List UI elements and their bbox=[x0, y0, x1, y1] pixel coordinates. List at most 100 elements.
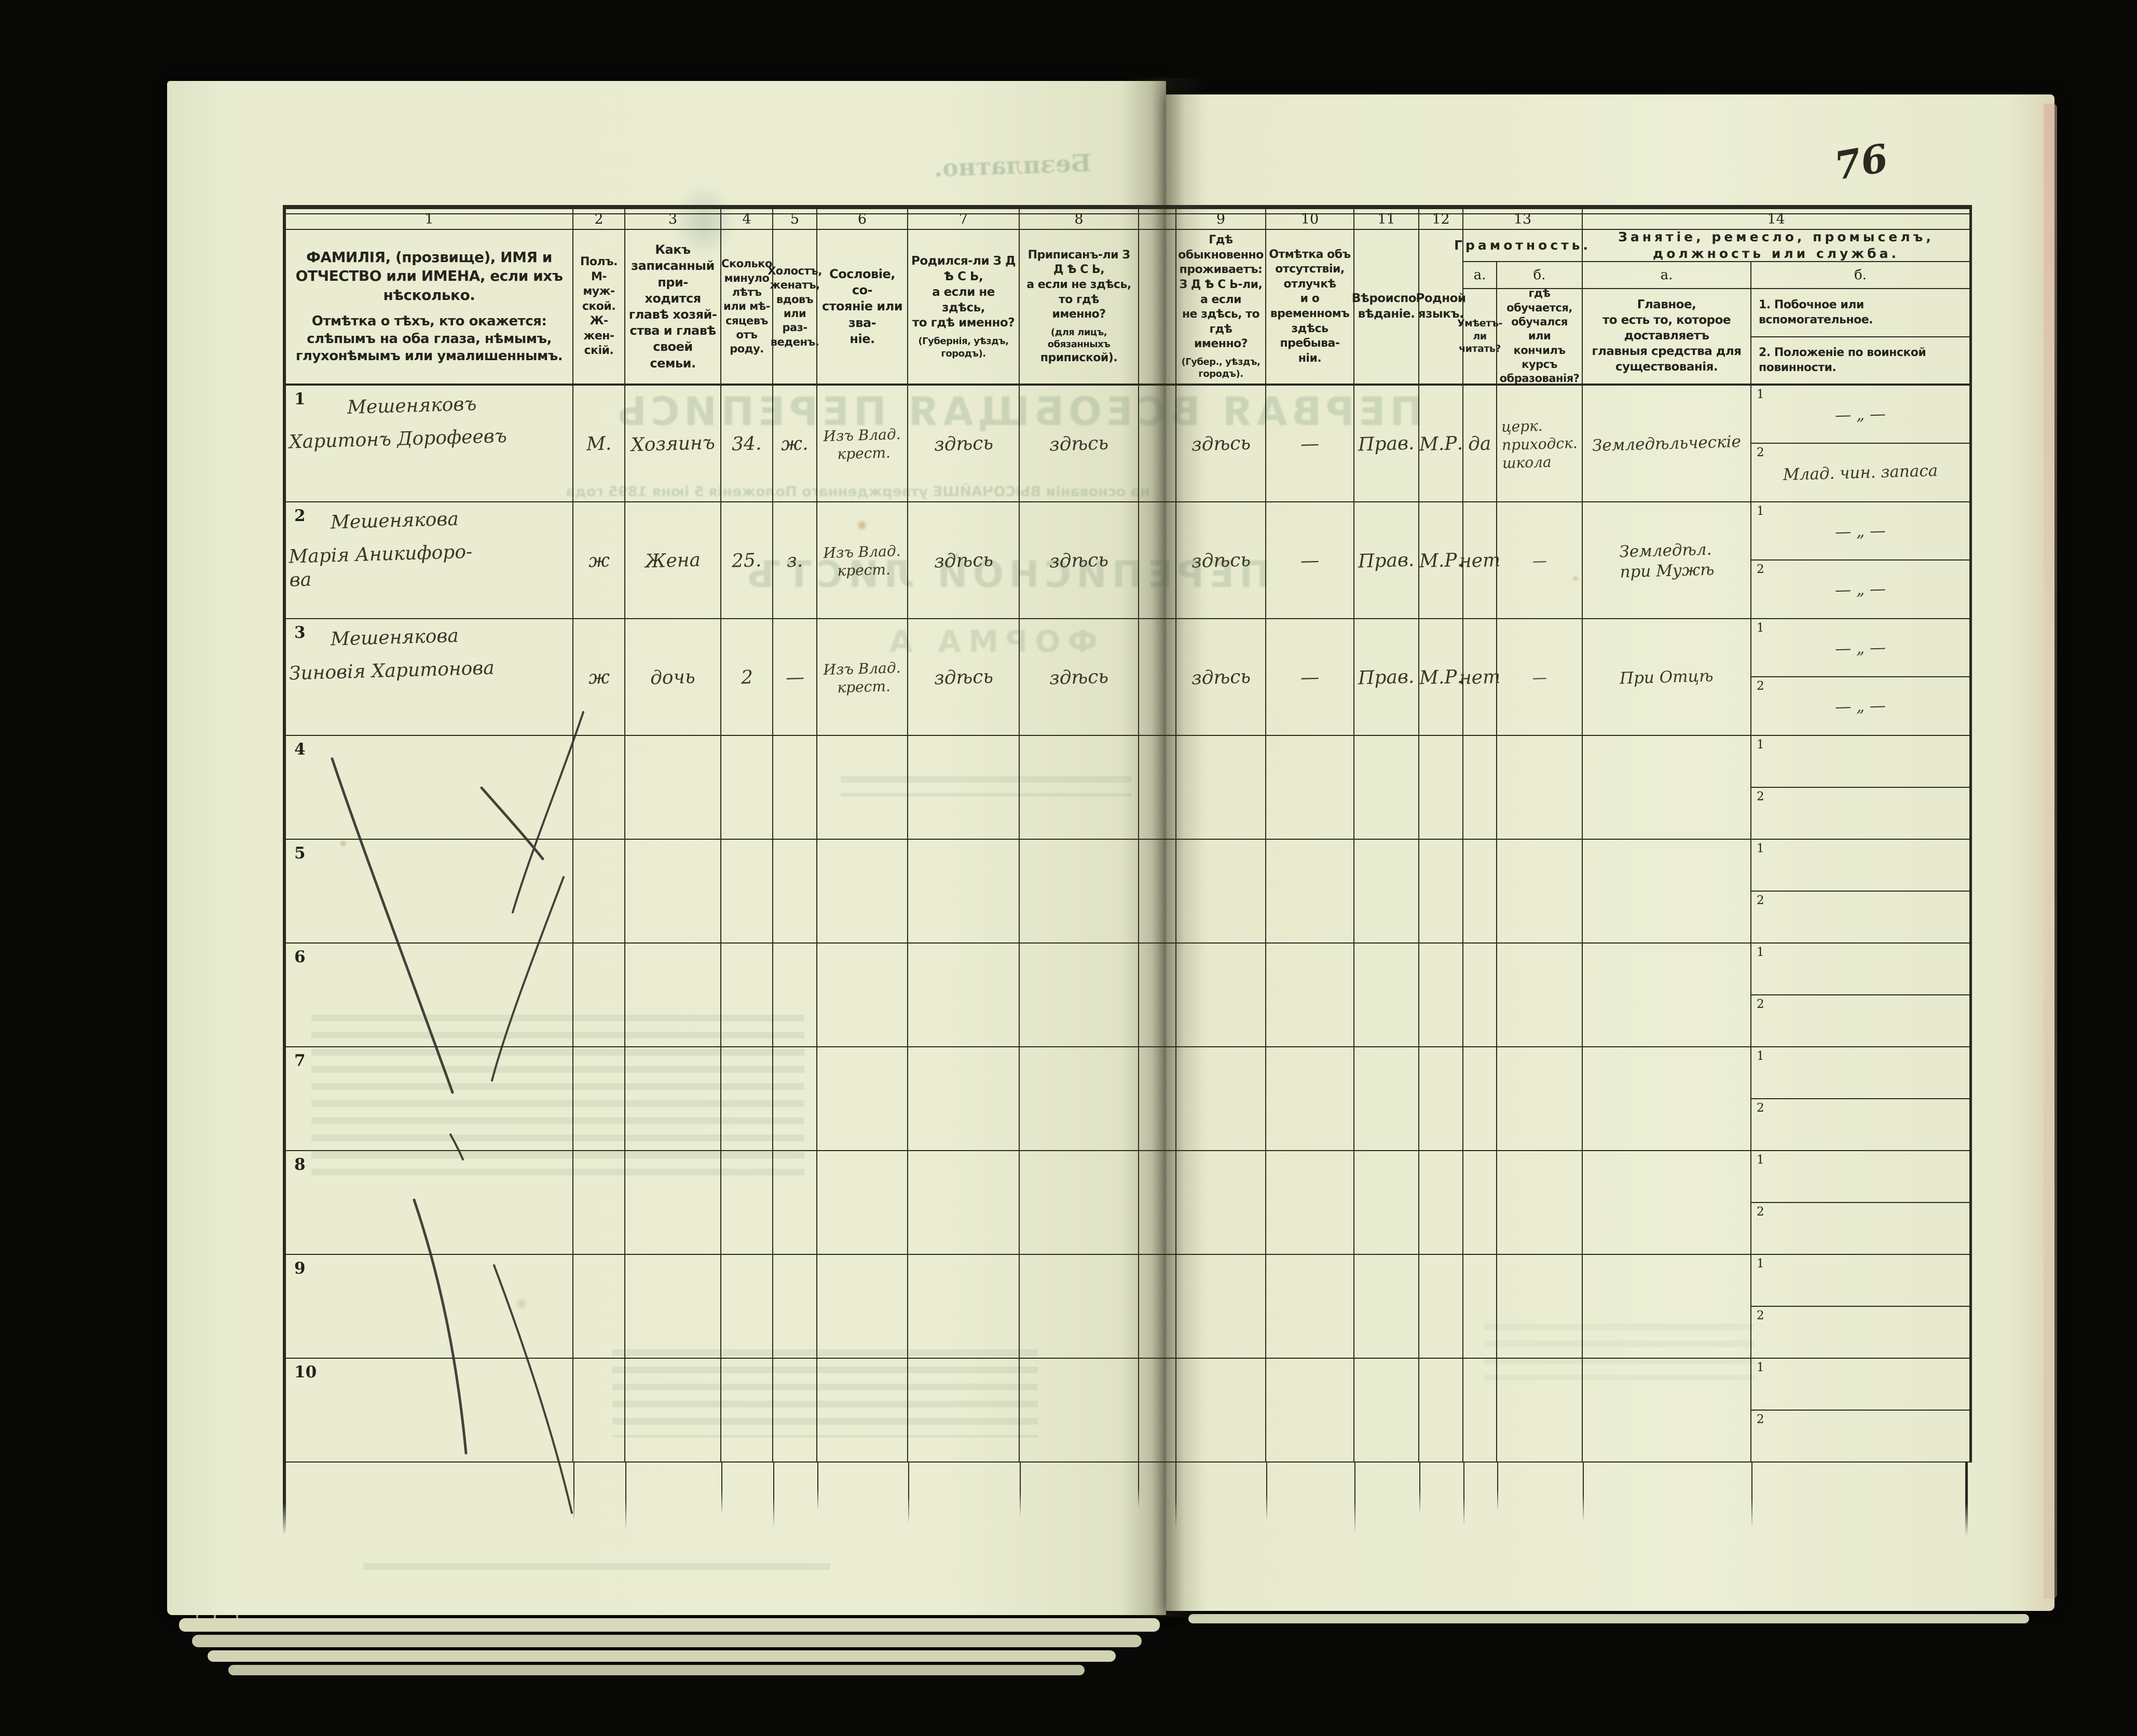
cell-sex bbox=[573, 1047, 625, 1151]
sub-cell-printed-number: 1 bbox=[1757, 842, 1764, 855]
occupation-sub-cell: 2 bbox=[1751, 1411, 1972, 1462]
sub-cell-printed-number: 1 bbox=[1757, 1361, 1764, 1374]
cell-born: здѣсь bbox=[908, 619, 1020, 736]
page-stack-bottom-edge bbox=[1188, 1614, 2029, 1623]
cell-registered bbox=[1020, 1151, 1139, 1255]
cell-literate: да bbox=[1463, 386, 1497, 502]
cell-marital bbox=[773, 1255, 817, 1359]
cell-resides bbox=[1175, 1047, 1266, 1151]
cell-language: М.Р. bbox=[1419, 502, 1463, 619]
sub-cell-printed-number: 2 bbox=[1757, 790, 1764, 803]
cell-literate bbox=[1463, 1047, 1497, 1151]
occupation-sub-cell: 2 Млад. чин. запаса bbox=[1751, 444, 1972, 502]
cell-literate bbox=[1463, 944, 1497, 1047]
sub-cell-printed-number: 1 bbox=[1757, 388, 1764, 401]
cell-marital bbox=[773, 736, 817, 840]
column-line-tail bbox=[573, 1462, 574, 1522]
cell-absence bbox=[1266, 736, 1354, 840]
cell-age bbox=[721, 1151, 773, 1255]
sub-cell-printed-number: 1 bbox=[1757, 946, 1764, 959]
cell-absence bbox=[1266, 1151, 1354, 1255]
occupation-sub-cell: 1— „ — bbox=[1751, 502, 1972, 561]
fold-gap-cell bbox=[1139, 205, 1175, 230]
cell-education bbox=[1497, 1047, 1583, 1151]
cell-religion bbox=[1354, 1151, 1419, 1255]
person-cell: 7 bbox=[283, 1047, 573, 1151]
cell-language bbox=[1419, 944, 1463, 1047]
cell-language bbox=[1419, 1047, 1463, 1151]
cell-absence bbox=[1266, 944, 1354, 1047]
group-title: Занятіе, ремесло, промыселъ, должность и… bbox=[1583, 229, 1972, 262]
row-number: 6 bbox=[294, 948, 306, 966]
cell-religion: Прав. bbox=[1354, 386, 1419, 502]
cell-literate: нет bbox=[1459, 619, 1501, 736]
column-header-c1-note: Отмѣтка о тѣхъ, кто окажется: слѣпымъ на… bbox=[295, 313, 563, 364]
folio-number: 76 bbox=[1831, 135, 1892, 189]
cell-age bbox=[721, 840, 773, 944]
cell-relation bbox=[625, 1047, 721, 1151]
occupation-sub-cell: 1 bbox=[1751, 944, 1972, 995]
cell-absence bbox=[1266, 840, 1354, 944]
column-line-tail bbox=[1965, 1462, 1968, 1536]
cell-estate bbox=[817, 1255, 908, 1359]
sub-cell-printed-number: 2 bbox=[1757, 446, 1764, 459]
column-header-c2: Полъ. М-муж-ской. Ж-жен-скій. bbox=[573, 230, 625, 386]
cell-sex bbox=[573, 1359, 625, 1462]
column-line-tail bbox=[1020, 1462, 1021, 1516]
column-header-c1-title: ФАМИЛІЯ, (прозвище), ИМЯ и ОТЧЕСТВО или … bbox=[295, 248, 563, 304]
occupation-sub-cell: 1— „ — bbox=[1751, 386, 1972, 444]
sub-cell-printed-number: 2 bbox=[1757, 563, 1764, 576]
cell-occupation bbox=[1583, 1151, 1751, 1255]
cell-literate bbox=[1463, 1255, 1497, 1359]
cell-estate bbox=[817, 944, 908, 1047]
row-number: 1 bbox=[294, 390, 306, 408]
cell-resides bbox=[1175, 736, 1266, 840]
occupation-sub-cell: 1 bbox=[1751, 1255, 1972, 1307]
column-header-c6: Сословіе, со-стояніе или зва-ніе. bbox=[817, 230, 908, 386]
column-header-c9: Гдѣ обыкновенно проживаетъ: З Д Ѣ С Ь-ли, … bbox=[1175, 230, 1266, 386]
cell-estate bbox=[817, 840, 908, 944]
cell-occupation bbox=[1583, 1359, 1751, 1462]
column-number: 4 bbox=[721, 205, 773, 230]
cell-registered bbox=[1020, 840, 1139, 944]
cell-occupation: Земледѣльческіе bbox=[1583, 386, 1751, 502]
column-line-tail bbox=[1419, 1462, 1420, 1513]
occupation-sub-cell: 2 bbox=[1751, 892, 1972, 944]
fold-gap-cell bbox=[1139, 386, 1175, 502]
cell-resides: здѣсь bbox=[1175, 502, 1266, 619]
column-number: 1 bbox=[283, 205, 573, 230]
cell-born: здѣсь bbox=[908, 502, 1020, 619]
column-header-c14a: Главное, то есть то, которое доставляетъ г… bbox=[1583, 289, 1751, 386]
fold-gap-cell bbox=[1139, 1255, 1175, 1359]
fold-gap-cell bbox=[1139, 1047, 1175, 1151]
cell-literate bbox=[1463, 840, 1497, 944]
column-line-tail bbox=[1266, 1462, 1267, 1521]
cell-registered bbox=[1020, 1255, 1139, 1359]
occupation-sub-cell: 2 bbox=[1751, 995, 1972, 1047]
cell-relation bbox=[625, 736, 721, 840]
ghost-paragraph bbox=[311, 1015, 804, 1186]
person-cell: 4 bbox=[283, 736, 573, 840]
cell-sex: М. bbox=[573, 386, 625, 502]
sub-cell-printed-number: 2 bbox=[1757, 1413, 1764, 1426]
cell-occupation bbox=[1583, 1047, 1751, 1151]
sub-cell-printed-number: 2 bbox=[1757, 1309, 1764, 1322]
cell-relation: Хозяинъ bbox=[625, 386, 721, 502]
column-number: 6 bbox=[817, 205, 908, 230]
cell-absence bbox=[1266, 1047, 1354, 1151]
person-cell: 10 bbox=[283, 1359, 573, 1462]
cell-resides bbox=[1175, 840, 1266, 944]
column-number: 2 bbox=[573, 205, 625, 230]
cell-religion bbox=[1354, 1255, 1419, 1359]
cell-education: церк. приходск. школа bbox=[1497, 386, 1583, 502]
cell-occupation bbox=[1583, 736, 1751, 840]
cell-sex bbox=[573, 1151, 625, 1255]
cell-relation: Жена bbox=[625, 502, 721, 619]
column-line-tail bbox=[1138, 1462, 1139, 1508]
sub-label-c13b: б. bbox=[1497, 262, 1583, 289]
cell-marital bbox=[773, 1359, 817, 1462]
cell-registered bbox=[1020, 1047, 1139, 1151]
fold-gap-cell bbox=[1139, 736, 1175, 840]
